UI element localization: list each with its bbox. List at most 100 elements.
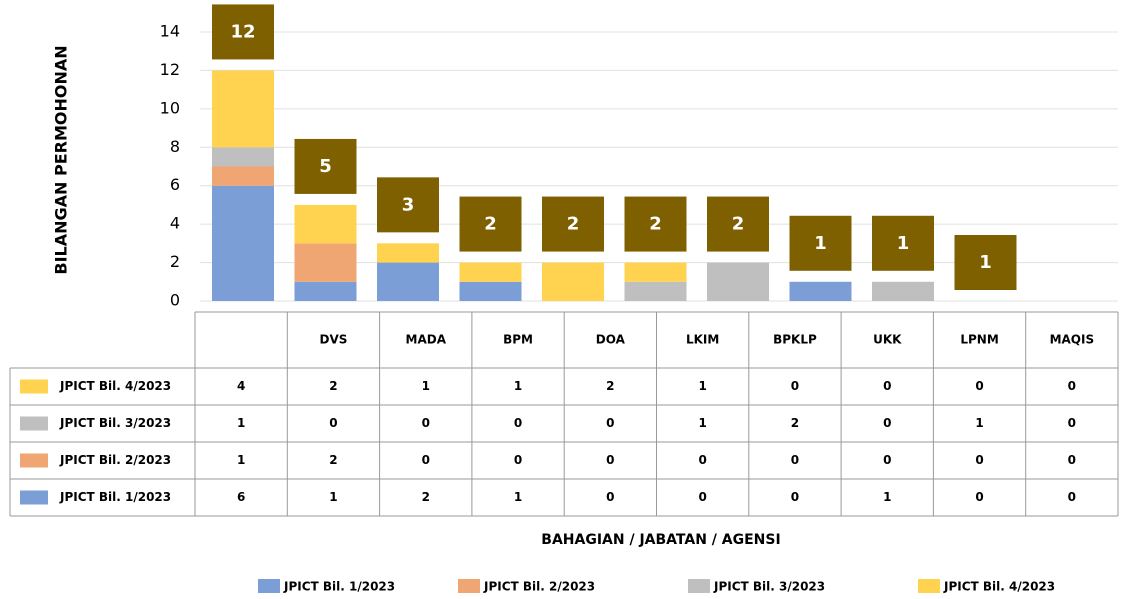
total-label-box <box>872 215 934 271</box>
bar-segment <box>872 281 934 301</box>
y-tick-label: 10 <box>160 98 180 117</box>
table-cell: 1 <box>237 416 245 430</box>
bar-segment <box>212 70 274 148</box>
table-cell: 0 <box>606 490 614 504</box>
table-cell: 0 <box>883 453 891 467</box>
column-header: MADA <box>406 333 447 347</box>
y-axis-title: BILANGAN PERMOHONAN <box>52 45 71 274</box>
column-header: BPKLP <box>773 333 817 347</box>
table-cell: 0 <box>422 453 430 467</box>
table-cell: 2 <box>606 379 614 393</box>
bar-segment <box>624 281 687 301</box>
column-header: LPNM <box>960 333 998 347</box>
bar-segment <box>377 262 439 301</box>
bar-segment <box>542 262 604 301</box>
column-header: DVS <box>320 333 348 347</box>
table-cell: 0 <box>606 416 614 430</box>
legend-swatch <box>458 579 480 593</box>
table-cell: 0 <box>329 416 337 430</box>
bar-segment <box>377 243 439 263</box>
total-label: 3 <box>402 194 415 215</box>
y-tick-label: 12 <box>160 60 180 79</box>
table-cell: 1 <box>698 416 706 430</box>
legend-swatch <box>258 579 280 593</box>
table-cell: 0 <box>698 490 706 504</box>
table-cell: 0 <box>514 453 522 467</box>
total-label: 12 <box>230 21 255 42</box>
y-tick-label: 4 <box>170 214 180 233</box>
table-cell: 2 <box>791 416 799 430</box>
total-label: 2 <box>732 214 745 235</box>
total-label: 1 <box>814 233 827 254</box>
table-cell: 0 <box>422 416 430 430</box>
table-cell: 0 <box>975 453 983 467</box>
bar-segment <box>789 281 852 301</box>
total-label: 2 <box>649 214 662 235</box>
row-swatch <box>20 416 48 431</box>
table-cell: 0 <box>791 453 799 467</box>
table-cell: 2 <box>329 453 337 467</box>
table-cell: 0 <box>883 416 891 430</box>
bar-segment <box>294 281 357 301</box>
table-cell: 0 <box>606 453 614 467</box>
column-header: MAQIS <box>1050 333 1095 347</box>
total-label-box <box>789 215 852 271</box>
legend-label: JPICT Bil. 3/2023 <box>713 580 825 594</box>
table-cell: 0 <box>975 490 983 504</box>
column-header: DOA <box>596 333 626 347</box>
legend-swatch <box>688 579 710 593</box>
bar-segment <box>459 262 522 282</box>
total-label: 2 <box>567 214 580 235</box>
total-label-box <box>294 138 357 194</box>
table-cell: 0 <box>698 453 706 467</box>
total-label-box <box>377 177 439 233</box>
y-tick-label: 0 <box>170 291 180 310</box>
row-swatch <box>20 379 48 394</box>
table-cell: 0 <box>791 490 799 504</box>
y-tick-label: 6 <box>170 175 180 194</box>
column-header: LKIM <box>686 333 719 347</box>
row-swatch <box>20 453 48 468</box>
table-cell: 2 <box>329 379 337 393</box>
total-label-box <box>707 196 769 252</box>
total-label-box <box>459 196 522 252</box>
total-label: 1 <box>897 233 910 254</box>
bar-segment <box>294 204 357 244</box>
column-header: BPM <box>503 333 533 347</box>
table-cell: 0 <box>514 416 522 430</box>
bar-segment <box>624 262 687 282</box>
bar-segment <box>459 281 522 301</box>
bar-segment <box>212 185 274 301</box>
bar-segment <box>707 262 769 301</box>
legend-label: JPICT Bil. 2/2023 <box>483 580 595 594</box>
row-header: JPICT Bil. 4/2023 <box>59 379 171 393</box>
table-cell: 1 <box>237 453 245 467</box>
row-swatch <box>20 490 48 505</box>
total-label-box <box>542 196 604 252</box>
total-label-box <box>954 235 1017 290</box>
table-cell: 0 <box>1068 490 1076 504</box>
legend-label: JPICT Bil. 4/2023 <box>943 580 1055 594</box>
table-cell: 1 <box>514 379 522 393</box>
row-header: JPICT Bil. 3/2023 <box>59 416 171 430</box>
table-cell: 6 <box>237 490 245 504</box>
table-cell: 0 <box>1068 453 1076 467</box>
table-cell: 0 <box>1068 416 1076 430</box>
total-label: 5 <box>319 156 332 177</box>
row-header: JPICT Bil. 2/2023 <box>59 453 171 467</box>
bar-segment <box>212 147 274 167</box>
table-cell: 1 <box>698 379 706 393</box>
table-cell: 0 <box>1068 379 1076 393</box>
bar-segment <box>212 166 274 186</box>
table-cell: 1 <box>975 416 983 430</box>
y-tick-label: 14 <box>160 22 180 41</box>
table-cell: 0 <box>975 379 983 393</box>
total-label: 2 <box>484 214 497 235</box>
bar-segment <box>294 243 357 282</box>
table-cell: 4 <box>237 379 245 393</box>
total-label: 1 <box>979 252 992 273</box>
y-tick-label: 8 <box>170 137 180 156</box>
table-cell: 2 <box>422 490 430 504</box>
table-cell: 0 <box>883 379 891 393</box>
